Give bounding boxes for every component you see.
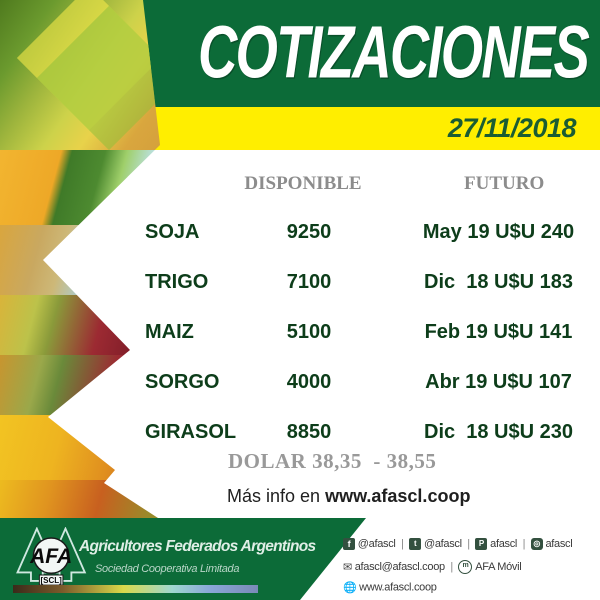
svg-text:AFA: AFA [29, 545, 72, 568]
svg-text:[SCL]: [SCL] [40, 576, 62, 585]
